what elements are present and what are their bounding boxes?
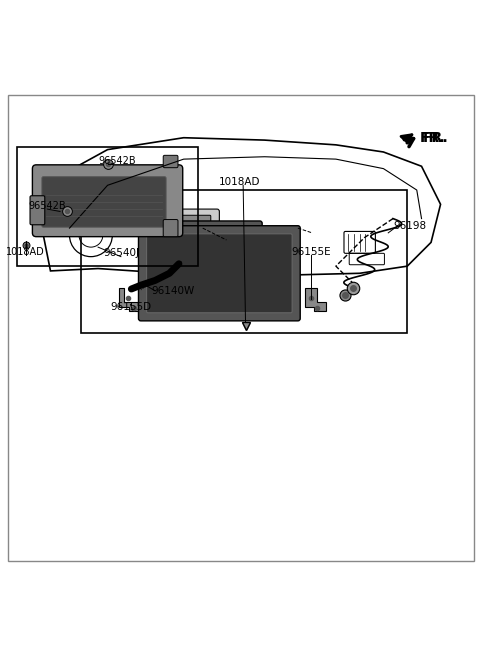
- Text: 96540J: 96540J: [103, 248, 139, 258]
- Polygon shape: [120, 287, 139, 312]
- Text: 96198: 96198: [393, 220, 426, 231]
- Text: FR.: FR.: [422, 131, 448, 145]
- FancyBboxPatch shape: [146, 234, 292, 313]
- FancyBboxPatch shape: [163, 220, 178, 237]
- FancyBboxPatch shape: [163, 155, 178, 168]
- Text: 96542B: 96542B: [98, 155, 136, 165]
- Text: 96140W: 96140W: [152, 286, 195, 296]
- Text: FR.: FR.: [420, 131, 446, 145]
- FancyBboxPatch shape: [139, 226, 300, 321]
- FancyBboxPatch shape: [33, 165, 183, 237]
- Polygon shape: [305, 287, 326, 312]
- FancyBboxPatch shape: [30, 195, 45, 225]
- FancyBboxPatch shape: [157, 209, 219, 256]
- Text: 96155D: 96155D: [111, 302, 152, 312]
- Text: 96542B: 96542B: [28, 201, 66, 211]
- FancyBboxPatch shape: [181, 221, 262, 261]
- FancyBboxPatch shape: [166, 215, 211, 248]
- FancyBboxPatch shape: [42, 176, 166, 227]
- Text: 1018AD: 1018AD: [219, 177, 261, 187]
- Text: 1018AD: 1018AD: [6, 247, 45, 257]
- Text: 96155E: 96155E: [291, 247, 331, 257]
